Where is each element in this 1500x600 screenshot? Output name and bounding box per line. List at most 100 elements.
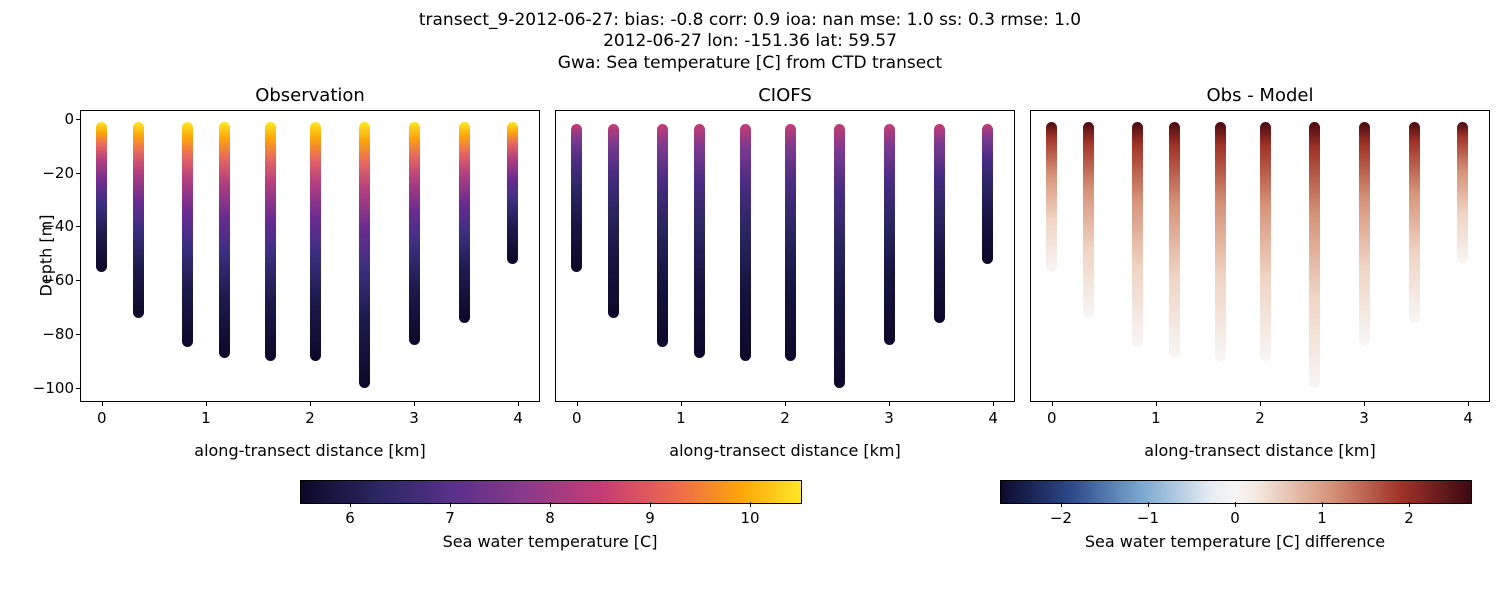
cbar-tick-label: 7 <box>445 509 455 527</box>
profile-strip <box>571 124 582 272</box>
ytick-label: −80 <box>26 325 74 343</box>
xtick-mark <box>518 401 519 406</box>
ytick-mark <box>76 119 81 120</box>
ytick-label: 0 <box>26 110 74 128</box>
panel-title: Obs - Model <box>1031 85 1489 106</box>
profile-strip <box>694 124 705 358</box>
panel-1: CIOFS01234along-transect distance [km] <box>555 110 1015 402</box>
cbar-tick-mark <box>450 502 451 507</box>
cbar-tick-label: 8 <box>545 509 555 527</box>
ytick-mark <box>76 388 81 389</box>
ytick-label: −100 <box>26 379 74 397</box>
xtick-mark <box>785 401 786 406</box>
cbar-tick-mark <box>1322 502 1323 507</box>
panel-title: Observation <box>81 85 539 106</box>
ytick-label: −20 <box>26 164 74 182</box>
cbar-tick-label: −1 <box>1137 509 1159 527</box>
xtick-mark <box>310 401 311 406</box>
profile-strip <box>133 122 144 318</box>
xtick-mark <box>681 401 682 406</box>
xtick-label: 4 <box>513 409 523 427</box>
xlabel: along-transect distance [km] <box>556 441 1014 460</box>
profile-strip <box>834 124 845 387</box>
suptitle-line3: Gwa: Sea temperature [C] from CTD transe… <box>0 53 1500 74</box>
xtick-mark <box>889 401 890 406</box>
profile-strip <box>265 122 276 361</box>
cbar-tick-mark <box>750 502 751 507</box>
profile-strip <box>934 124 945 323</box>
xtick-label: 0 <box>1047 409 1057 427</box>
cbar-tick-mark <box>650 502 651 507</box>
profile-strip <box>1215 122 1226 361</box>
xtick-mark <box>1364 401 1365 406</box>
profile-strip <box>507 122 518 264</box>
xtick-label: 0 <box>97 409 107 427</box>
xtick-label: 0 <box>572 409 582 427</box>
panel-2: Obs - Model01234along-transect distance … <box>1030 110 1490 402</box>
profile-strip <box>608 124 619 317</box>
ytick-mark <box>76 226 81 227</box>
colorbar-colorbar2: −2−1012Sea water temperature [C] differe… <box>1000 480 1470 502</box>
suptitle-line2: 2012-06-27 lon: -151.36 lat: 59.57 <box>0 31 1500 52</box>
profile-strip <box>459 122 470 323</box>
cbar-tick-label: 2 <box>1404 509 1414 527</box>
profile-strip <box>1359 122 1370 345</box>
profile-strip <box>182 122 193 348</box>
cbar-tick-mark <box>550 502 551 507</box>
profile-strip <box>359 122 370 388</box>
figure-suptitle: transect_9-2012-06-27: bias: -0.8 corr: … <box>0 10 1500 74</box>
profile-strip <box>1132 122 1143 348</box>
xtick-mark <box>206 401 207 406</box>
profile-strip <box>1457 122 1468 264</box>
xtick-label: 4 <box>988 409 998 427</box>
xtick-mark <box>1052 401 1053 406</box>
profile-strip <box>310 122 321 361</box>
ylabel: Depth [m] <box>37 196 56 316</box>
xlabel: along-transect distance [km] <box>81 441 539 460</box>
xtick-mark <box>577 401 578 406</box>
xtick-mark <box>1468 401 1469 406</box>
profile-strip <box>982 124 993 264</box>
xtick-mark <box>102 401 103 406</box>
cbar-tick-mark <box>1061 502 1062 507</box>
cbar-tick-label: 0 <box>1230 509 1240 527</box>
cbar-tick-label: −2 <box>1050 509 1072 527</box>
profile-strip <box>884 124 895 344</box>
cbar-tick-mark <box>1148 502 1149 507</box>
xtick-label: 1 <box>1151 409 1161 427</box>
xtick-label: 3 <box>1359 409 1369 427</box>
xtick-label: 2 <box>780 409 790 427</box>
ytick-mark <box>76 173 81 174</box>
xtick-label: 1 <box>201 409 211 427</box>
cbar-tick-mark <box>350 502 351 507</box>
xtick-mark <box>1260 401 1261 406</box>
profile-strip <box>740 124 751 360</box>
profile-strip <box>1169 122 1180 358</box>
xtick-label: 2 <box>305 409 315 427</box>
profile-strip <box>1409 122 1420 323</box>
cbar-tick-label: 6 <box>345 509 355 527</box>
colorbar-gradient <box>300 480 802 504</box>
suptitle-line1: transect_9-2012-06-27: bias: -0.8 corr: … <box>0 10 1500 31</box>
profile-strip <box>785 124 796 360</box>
profile-strip <box>1083 122 1094 318</box>
xtick-label: 2 <box>1255 409 1265 427</box>
xtick-label: 4 <box>1463 409 1473 427</box>
cbar-tick-label: 10 <box>740 509 759 527</box>
ytick-mark <box>76 334 81 335</box>
colorbar-label: Sea water temperature [C] <box>300 532 800 551</box>
xtick-mark <box>993 401 994 406</box>
profile-strip <box>96 122 107 272</box>
panel-0: Observation01234along-transect distance … <box>80 110 540 402</box>
xtick-label: 3 <box>409 409 419 427</box>
colorbar-label: Sea water temperature [C] difference <box>1000 532 1470 551</box>
xtick-label: 1 <box>676 409 686 427</box>
profile-strip <box>409 122 420 345</box>
xtick-mark <box>1156 401 1157 406</box>
cbar-tick-mark <box>1235 502 1236 507</box>
profile-strip <box>219 122 230 358</box>
cbar-tick-mark <box>1409 502 1410 507</box>
profile-strip <box>1046 122 1057 272</box>
colorbar-colorbar1: 678910Sea water temperature [C] <box>300 480 800 502</box>
cbar-tick-label: 9 <box>645 509 655 527</box>
